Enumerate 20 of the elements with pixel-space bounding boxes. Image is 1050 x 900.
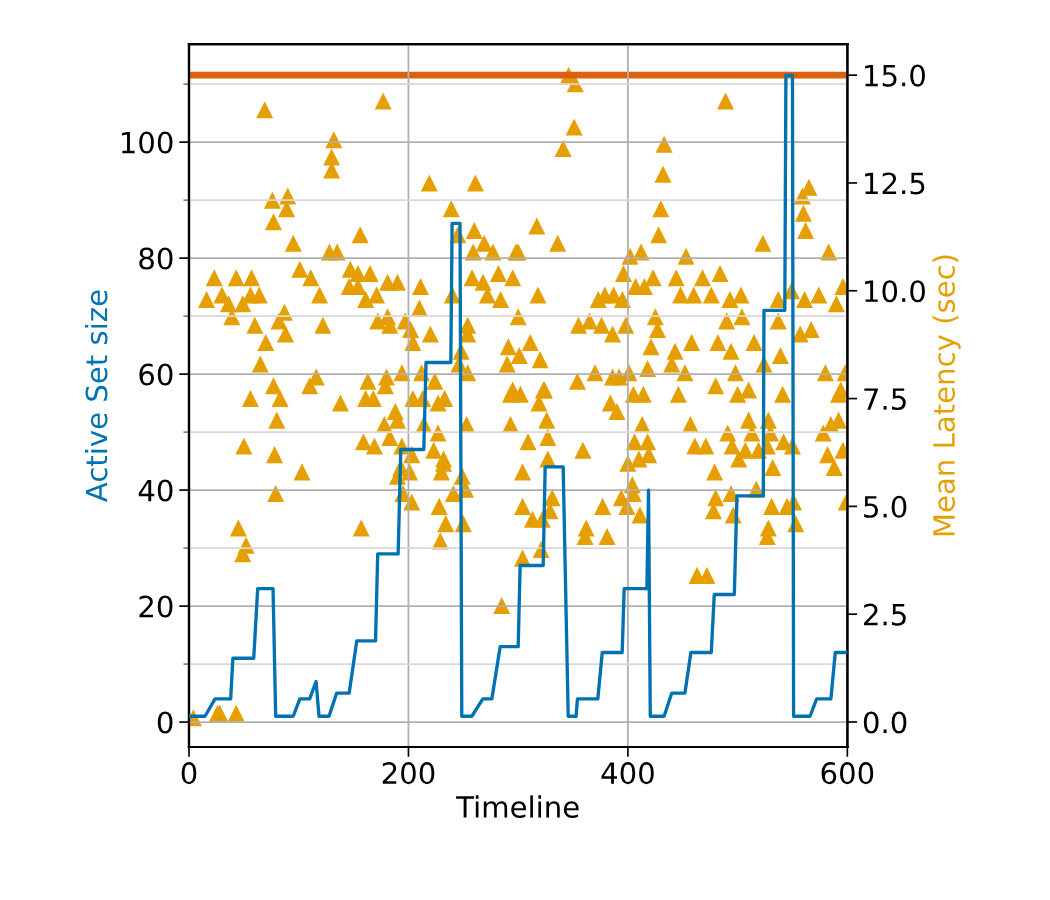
y-tick-label: 60 xyxy=(139,363,173,386)
y2-tick-label: 5.0 xyxy=(864,495,907,518)
x-tick-label: 0 xyxy=(181,762,197,785)
x-tick-label: 600 xyxy=(821,762,874,785)
x-tick-label: 200 xyxy=(382,762,435,785)
y-tick-label: 20 xyxy=(139,595,173,618)
y-tick-label: 40 xyxy=(138,479,173,502)
x-axis-title: Timeline xyxy=(456,795,579,818)
y2-tick-label: 7.5 xyxy=(864,388,906,411)
x-tick-label: 400 xyxy=(601,762,654,785)
y2-tick-label: 15.0 xyxy=(865,64,925,87)
y2-tick-label: 2.5 xyxy=(864,603,906,626)
y2-tick-label: 0.0 xyxy=(863,711,907,734)
y2-tick-label: 12.5 xyxy=(865,172,925,195)
y-tick-label: 0 xyxy=(157,711,173,734)
y2-tick-label: 10.0 xyxy=(865,280,925,303)
y2-axis-title: Mean Latency (sec) xyxy=(932,255,961,536)
y-tick-label: 100 xyxy=(121,131,173,154)
y-tick-label: 80 xyxy=(139,247,173,270)
y-axis-title: Active Set size xyxy=(84,290,108,502)
